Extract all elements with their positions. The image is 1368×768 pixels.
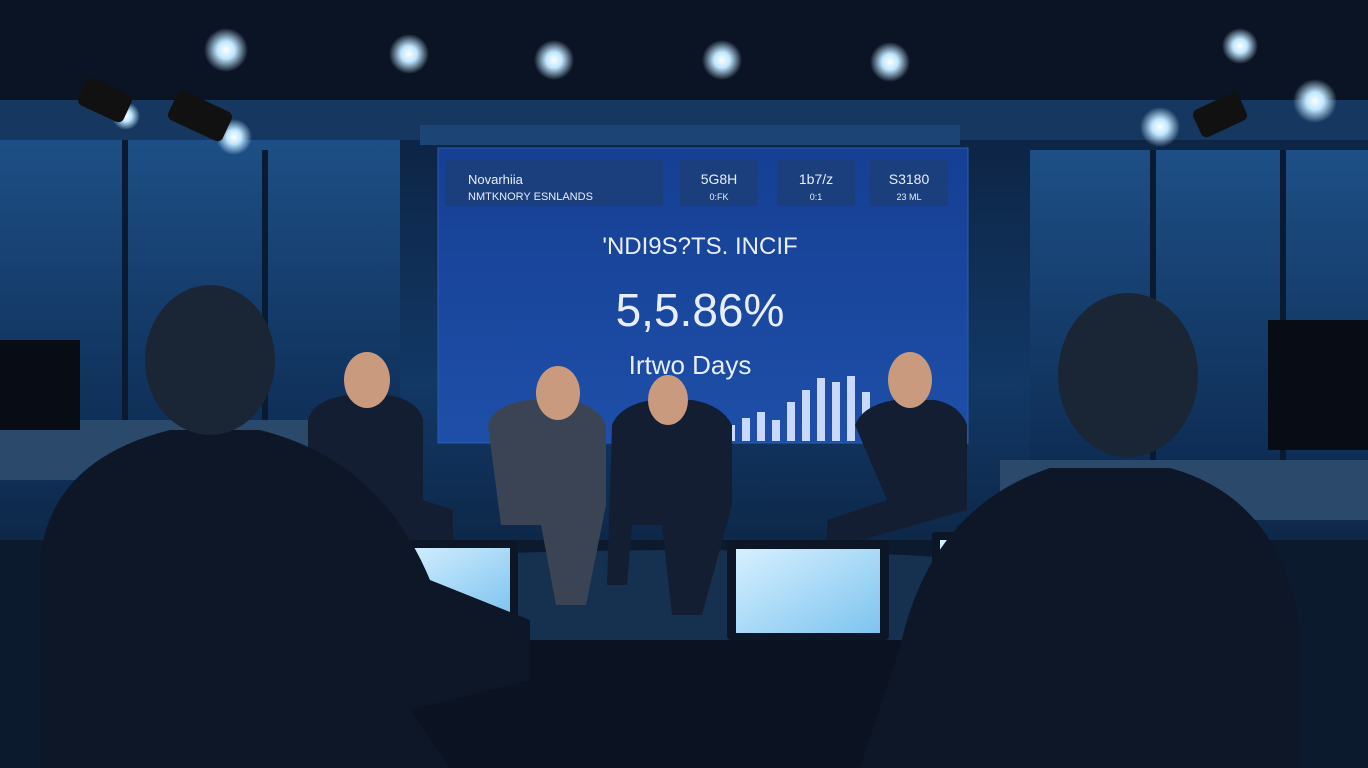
video-wall-part [445,160,663,206]
ticker-label: 0:1 [810,192,823,202]
stage-lights-part [1192,92,1248,138]
stage-lights-part [702,40,742,80]
background-part [420,125,960,145]
headline: 'NDI9S?TS. INCIF [602,233,797,260]
stage-lights-part [534,40,574,80]
panelists-part-part [536,366,580,420]
stage-lights-part [77,77,133,123]
ticker-label: 0:FK [709,192,728,202]
stage-lights-part [1293,79,1337,123]
left-windows-part [262,150,268,440]
foreground-silhouettes [0,285,1368,768]
video-wall-part-part [847,376,855,441]
stage-lights-part [1140,107,1180,147]
ticker-value: 1b7/z [799,171,833,187]
video-wall-part-part [757,412,765,441]
subtitle: NMTKNORY ESNLANDS [468,191,593,203]
ticker-label: 23 ML [896,192,921,202]
right-windows-part [1280,150,1286,460]
screen-text: Novarhiia NMTKNORY ESNLANDS 5G8H 0:FK 1b… [468,171,929,380]
panelists-part-part [488,400,606,605]
video-wall [437,147,969,444]
video-wall-part-part [802,390,810,441]
stage-lights-part [204,28,248,72]
stage-lights-part [870,42,910,82]
table-and-laptops-part [736,549,880,633]
brand: Novarhiia [468,172,524,187]
video-wall-part [870,160,948,206]
video-wall-part [680,160,758,206]
video-wall-part-part [787,402,795,441]
video-wall-part-part [817,378,825,441]
foreground-silhouettes-part [0,340,80,430]
panelists-part-part [888,352,932,408]
foreground-silhouettes-part [1058,293,1198,457]
video-wall-part [777,160,855,206]
stage-lights-part [1222,28,1258,64]
left-windows-part [122,140,128,440]
panelists-part-part [827,400,967,550]
foreground-silhouettes-part [145,285,275,435]
panelists-part-part [607,400,732,615]
stage-lights [77,28,1337,155]
video-wall-part-part [772,420,780,441]
foreground-silhouettes-part [40,430,530,768]
stage-lights-part [389,34,429,74]
panelists-part-part [344,352,390,408]
foreground-silhouettes-part [860,468,1300,768]
foreground-silhouettes-part [1268,320,1368,450]
video-wall-part-part [742,418,750,441]
panelists-part [344,352,932,425]
stage-lights-part [168,90,232,142]
video-wall-part-part [832,382,840,441]
ticker-value: S3180 [889,171,930,187]
figure: 5,5.86% [616,284,785,336]
ticker-value: 5G8H [701,171,738,187]
panelists-part-part [648,375,688,425]
caption: Irtwo Days [629,350,752,380]
